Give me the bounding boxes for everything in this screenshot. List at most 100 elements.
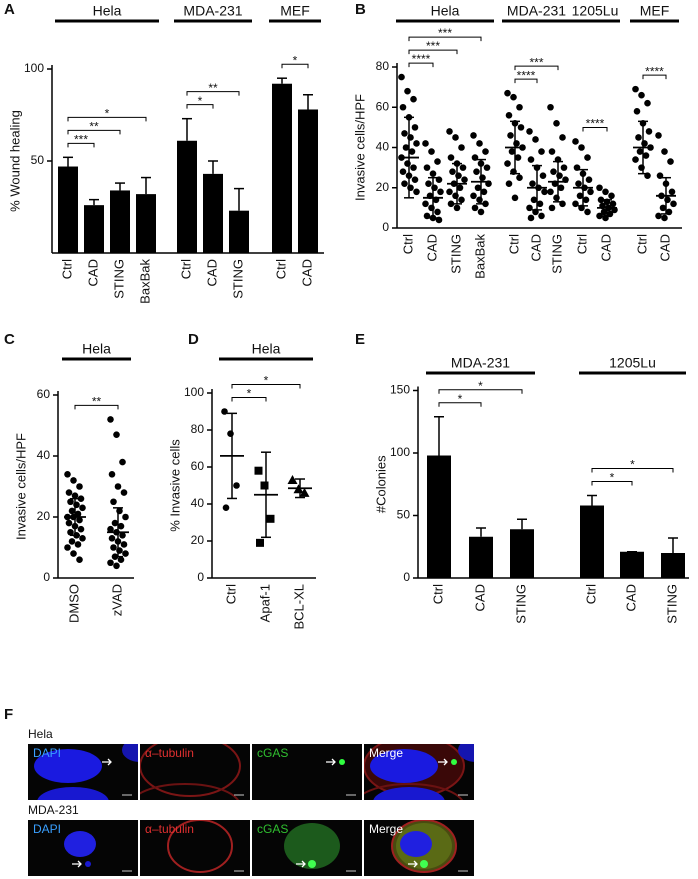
point	[108, 471, 116, 478]
point	[114, 483, 122, 490]
point	[113, 562, 120, 570]
point	[116, 547, 123, 554]
x-tick-label: STING	[230, 259, 245, 299]
point	[527, 214, 535, 222]
point	[410, 164, 417, 171]
y-tick-label: 100	[390, 445, 410, 459]
x-tick-label: CAD	[623, 584, 638, 611]
point	[479, 174, 486, 181]
point	[645, 128, 653, 135]
group-label: Hela	[82, 341, 111, 357]
channel-label: Merge	[369, 746, 403, 760]
point	[110, 498, 117, 506]
point	[107, 525, 114, 533]
y-tick-label: 80	[191, 422, 205, 436]
y-axis-label: % Wound healing	[7, 110, 22, 212]
point	[602, 188, 609, 196]
point	[434, 208, 441, 216]
arrow	[102, 758, 112, 766]
micronucleus	[420, 860, 428, 868]
arrow	[408, 860, 418, 868]
x-tick-label: STING	[513, 584, 528, 624]
point	[456, 184, 464, 192]
bar	[203, 173, 223, 253]
point	[527, 156, 535, 163]
point	[608, 192, 615, 200]
point	[655, 132, 662, 139]
point	[661, 148, 668, 155]
point	[587, 188, 594, 196]
y-tick-label: 0	[197, 570, 204, 584]
image-bg	[252, 744, 362, 800]
x-tick-label: STING	[549, 234, 564, 274]
point	[530, 196, 538, 204]
nucleus	[373, 787, 445, 800]
point	[79, 504, 86, 512]
image-bg	[140, 744, 250, 800]
point	[632, 156, 639, 163]
cell-outline	[140, 783, 240, 800]
point	[76, 556, 83, 563]
point	[659, 204, 667, 212]
point	[68, 538, 76, 545]
point	[641, 140, 648, 147]
group-label: MDA-231	[451, 355, 510, 371]
y-axis-label: Invasive cells/HPF	[13, 433, 28, 540]
point	[596, 184, 603, 192]
point	[423, 164, 431, 171]
point	[482, 148, 489, 155]
significance-label: *	[105, 106, 110, 120]
point	[517, 124, 525, 131]
panel-label: B	[355, 1, 366, 18]
point	[507, 132, 514, 139]
point	[70, 477, 77, 484]
x-tick-label: CAD	[204, 259, 219, 286]
point	[452, 192, 459, 200]
significance-label: ***	[438, 26, 452, 40]
panel-label: C	[4, 331, 15, 348]
micrograph: α–tubulin	[140, 820, 250, 876]
channel-label: cGAS	[257, 822, 288, 836]
significance-label: ****	[412, 52, 431, 66]
significance-label: *	[198, 94, 203, 108]
point	[547, 188, 554, 196]
point	[111, 519, 119, 527]
point	[526, 204, 533, 212]
point	[404, 87, 411, 95]
significance-label: *	[458, 392, 463, 406]
x-tick-label: Ctrl	[400, 234, 415, 254]
bar	[427, 455, 451, 578]
group-label: 1205Lu	[609, 355, 656, 371]
y-tick-label: 20	[191, 533, 205, 547]
significance-label: *	[247, 387, 252, 401]
point	[529, 180, 536, 188]
significance-bracket	[186, 91, 240, 96]
group-label: Hela	[93, 3, 122, 19]
x-tick-label: STING	[448, 234, 463, 274]
channel-label: DAPI	[33, 746, 61, 760]
x-tick-label: Ctrl	[178, 259, 193, 279]
point	[413, 188, 420, 196]
point	[64, 544, 71, 551]
point	[422, 140, 429, 147]
panel-label: E	[355, 331, 365, 348]
point	[556, 172, 563, 179]
point	[446, 188, 453, 196]
point	[65, 489, 73, 496]
x-tick-label: Ctrl	[574, 234, 589, 254]
y-tick-label: 50	[397, 508, 411, 522]
point	[633, 107, 641, 115]
significance-label: ****	[645, 64, 664, 78]
y-tick-label: 20	[376, 180, 390, 194]
point	[119, 532, 126, 539]
x-tick-label: CAD	[598, 234, 613, 261]
point	[505, 112, 513, 119]
point	[399, 103, 407, 111]
point	[516, 103, 523, 111]
micronucleus	[339, 759, 345, 765]
point	[431, 184, 438, 192]
nucleus	[34, 749, 102, 783]
point	[609, 200, 617, 208]
significance-bracket	[67, 142, 95, 148]
